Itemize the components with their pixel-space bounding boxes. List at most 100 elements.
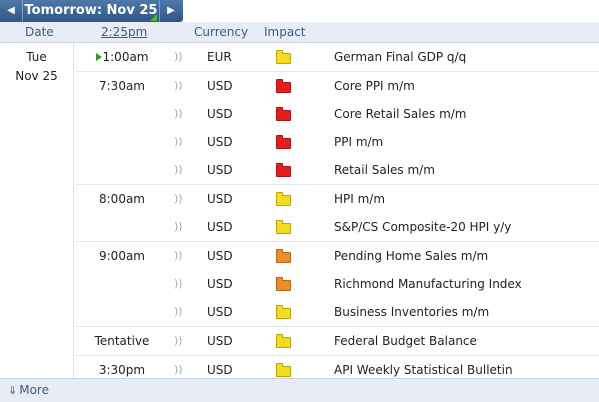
- event-currency: USD: [207, 363, 233, 377]
- table-row[interactable]: )) USD S&P/CS Composite-20 HPI y/y: [75, 213, 599, 241]
- chevron-left-icon: ◀: [7, 5, 15, 16]
- event-title[interactable]: Pending Home Sales m/m: [334, 249, 489, 263]
- calendar-navigation: ◀ Tomorrow: Nov 25 ▶: [0, 0, 599, 22]
- events-table: 1:00am)) EUR German Final GDP q/q 7:30am)) U…: [75, 43, 599, 384]
- event-time-text: 7:30am: [99, 79, 145, 93]
- event-title[interactable]: Core PPI m/m: [334, 79, 415, 93]
- event-title[interactable]: Richmond Manufacturing Index: [334, 277, 522, 291]
- event-currency: USD: [207, 277, 233, 291]
- table-row[interactable]: 8:00am)) USD HPI m/m: [75, 184, 599, 213]
- impact-low-icon: [276, 305, 291, 319]
- column-header-currency: Currency: [194, 25, 249, 39]
- impact-folder-icon[interactable]: [276, 334, 291, 348]
- event-time-text: Tentative: [94, 334, 150, 348]
- sound-wave-icon[interactable]: )): [174, 163, 183, 176]
- event-currency: USD: [207, 305, 233, 319]
- column-header-impact: Impact: [264, 25, 306, 39]
- impact-folder-icon[interactable]: [276, 305, 291, 319]
- impact-folder-icon[interactable]: [276, 249, 291, 263]
- impact-medium-icon: [276, 277, 291, 291]
- impact-medium-icon: [276, 249, 291, 263]
- event-currency: USD: [207, 220, 233, 234]
- table-row[interactable]: )) USD PPI m/m: [75, 128, 599, 156]
- current-day-title[interactable]: Tomorrow: Nov 25: [22, 0, 160, 22]
- next-day-button[interactable]: ▶: [160, 0, 182, 22]
- play-icon: [95, 52, 102, 61]
- event-time-text: 1:00am: [102, 50, 149, 64]
- table-row[interactable]: 9:00am)) USD Pending Home Sales m/m: [75, 241, 599, 270]
- column-header-date: Date: [25, 25, 54, 39]
- impact-folder-icon[interactable]: [276, 163, 291, 177]
- event-currency: EUR: [207, 50, 232, 64]
- sound-wave-icon[interactable]: )): [174, 50, 183, 63]
- table-row[interactable]: 7:30am)) USD Core PPI m/m: [75, 71, 599, 100]
- event-currency: USD: [207, 79, 233, 93]
- event-title[interactable]: Retail Sales m/m: [334, 163, 435, 177]
- impact-low-icon: [276, 220, 291, 234]
- event-time-text: 9:00am: [99, 249, 145, 263]
- impact-high-icon: [276, 79, 291, 93]
- impact-folder-icon[interactable]: [276, 107, 291, 121]
- sound-wave-icon[interactable]: )): [174, 363, 183, 376]
- table-row[interactable]: )) USD Business Inventories m/m: [75, 298, 599, 326]
- sound-wave-icon[interactable]: )): [174, 249, 183, 262]
- event-time: 3:30pm: [75, 363, 169, 377]
- impact-low-icon: [276, 363, 291, 377]
- date-cell: Tue Nov 25: [0, 43, 74, 378]
- event-time: 8:00am: [75, 192, 169, 206]
- date-navigator: ◀ Tomorrow: Nov 25 ▶: [0, 0, 183, 22]
- table-footer: ⇓ More: [0, 378, 599, 402]
- impact-folder-icon[interactable]: [276, 220, 291, 234]
- event-title[interactable]: API Weekly Statistical Bulletin: [334, 363, 513, 377]
- sound-wave-icon[interactable]: )): [174, 192, 183, 205]
- sound-wave-icon[interactable]: )): [174, 220, 183, 233]
- impact-low-icon: [276, 50, 291, 64]
- impact-folder-icon[interactable]: [276, 50, 291, 64]
- event-currency: USD: [207, 192, 233, 206]
- table-row[interactable]: 3:30pm)) USD API Weekly Statistical Bullet…: [75, 355, 599, 384]
- impact-high-icon: [276, 163, 291, 177]
- event-time: 7:30am: [75, 79, 169, 93]
- event-time-text: 3:30pm: [98, 363, 146, 377]
- event-title[interactable]: PPI m/m: [334, 135, 384, 149]
- chevron-right-icon: ▶: [167, 5, 175, 16]
- event-time: 9:00am: [75, 249, 169, 263]
- event-currency: USD: [207, 249, 233, 263]
- impact-low-icon: [276, 192, 291, 206]
- table-row[interactable]: )) USD Retail Sales m/m: [75, 156, 599, 184]
- more-link[interactable]: ⇓ More: [8, 383, 49, 397]
- event-title[interactable]: Federal Budget Balance: [334, 334, 477, 348]
- event-time-text: 8:00am: [99, 192, 145, 206]
- sound-wave-icon[interactable]: )): [174, 277, 183, 290]
- table-row[interactable]: Tentative)) USD Federal Budget Balance: [75, 326, 599, 355]
- event-title[interactable]: Core Retail Sales m/m: [334, 107, 467, 121]
- more-label: More: [19, 383, 49, 397]
- event-title[interactable]: HPI m/m: [334, 192, 386, 206]
- impact-folder-icon[interactable]: [276, 79, 291, 93]
- previous-day-button[interactable]: ◀: [0, 0, 22, 22]
- sound-wave-icon[interactable]: )): [174, 305, 183, 318]
- impact-high-icon: [276, 107, 291, 121]
- table-row[interactable]: )) USD Core Retail Sales m/m: [75, 100, 599, 128]
- event-currency: USD: [207, 135, 233, 149]
- sound-wave-icon[interactable]: )): [174, 135, 183, 148]
- event-currency: USD: [207, 107, 233, 121]
- table-header: Date 2:25pm Currency Impact: [0, 22, 599, 43]
- event-title[interactable]: S&P/CS Composite-20 HPI y/y: [334, 220, 512, 234]
- event-currency: USD: [207, 334, 233, 348]
- impact-folder-icon[interactable]: [276, 363, 291, 377]
- impact-folder-icon[interactable]: [276, 135, 291, 149]
- impact-folder-icon[interactable]: [276, 192, 291, 206]
- impact-folder-icon[interactable]: [276, 277, 291, 291]
- table-row[interactable]: )) USD Richmond Manufacturing Index: [75, 270, 599, 298]
- table-row[interactable]: 1:00am)) EUR German Final GDP q/q: [75, 43, 599, 71]
- sound-wave-icon[interactable]: )): [174, 334, 183, 347]
- sound-wave-icon[interactable]: )): [174, 107, 183, 120]
- date-label: Nov 25: [15, 69, 58, 83]
- corner-indicator-icon: [150, 14, 157, 21]
- down-arrow-icon: ⇓: [8, 384, 18, 397]
- current-time-link[interactable]: 2:25pm: [101, 25, 148, 39]
- event-title[interactable]: Business Inventories m/m: [334, 305, 490, 319]
- event-title[interactable]: German Final GDP q/q: [334, 50, 467, 64]
- sound-wave-icon[interactable]: )): [174, 79, 183, 92]
